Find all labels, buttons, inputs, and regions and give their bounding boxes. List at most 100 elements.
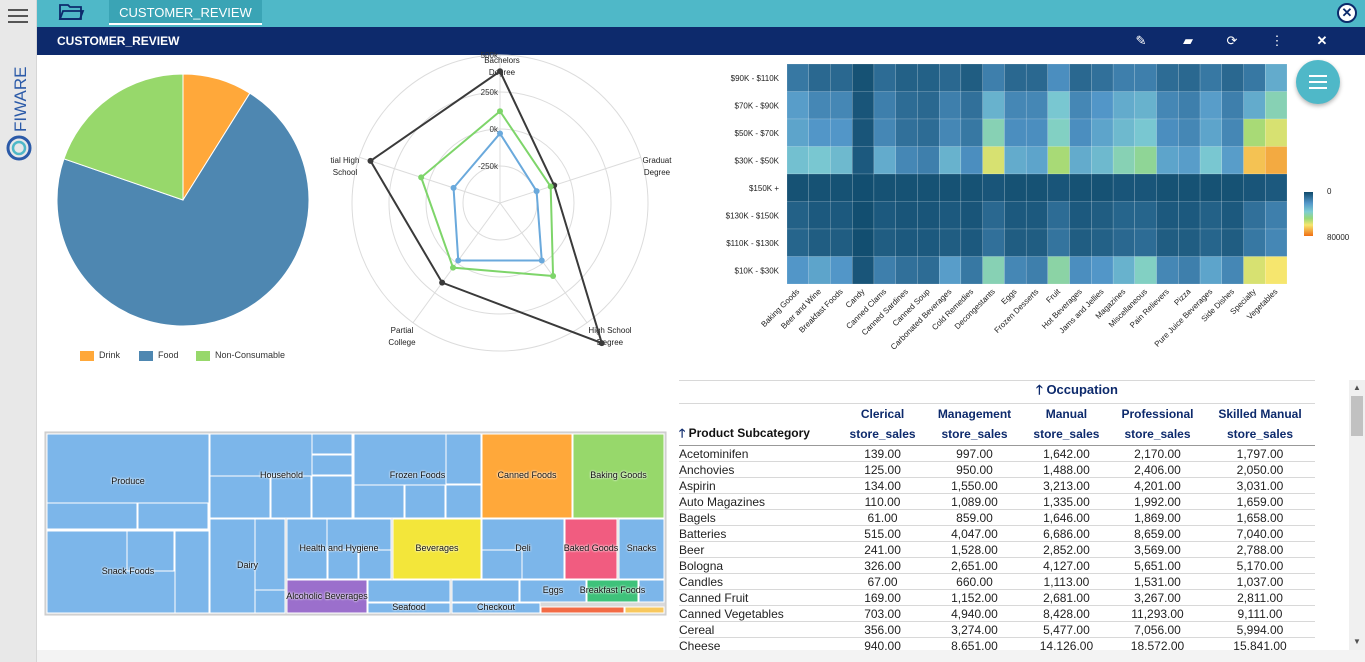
radar-point[interactable]	[450, 264, 457, 271]
heatmap-cell[interactable]	[808, 228, 831, 257]
heatmap-cell[interactable]	[852, 118, 875, 147]
heatmap-cell[interactable]	[808, 256, 831, 285]
heatmap-cell[interactable]	[1221, 63, 1244, 92]
heatmap-cell[interactable]	[786, 228, 809, 257]
heatmap-cell[interactable]	[786, 146, 809, 175]
radar-point[interactable]	[450, 184, 457, 191]
radar-point[interactable]	[497, 130, 503, 137]
heatmap-cell[interactable]	[1047, 63, 1070, 92]
radar-point[interactable]	[455, 257, 462, 264]
heatmap-cell[interactable]	[1069, 63, 1092, 92]
heatmap-cell[interactable]	[873, 256, 896, 285]
heatmap-cell[interactable]	[808, 118, 831, 147]
heatmap-cell[interactable]	[1178, 91, 1201, 120]
heatmap-cell[interactable]	[960, 63, 983, 92]
fab-menu-button[interactable]	[1296, 60, 1340, 104]
heatmap-cell[interactable]	[1199, 146, 1222, 175]
heatmap-cell[interactable]	[1199, 173, 1222, 202]
heatmap-cell[interactable]	[786, 173, 809, 202]
radar-point[interactable]	[547, 183, 554, 190]
heatmap-cell[interactable]	[1243, 201, 1266, 230]
heatmap-cell[interactable]	[1112, 173, 1135, 202]
heatmap-cell[interactable]	[1047, 228, 1070, 257]
heatmap-cell[interactable]	[960, 201, 983, 230]
heatmap-cell[interactable]	[939, 228, 962, 257]
legend-item-food[interactable]: Food	[139, 350, 179, 361]
heatmap-cell[interactable]	[1199, 228, 1222, 257]
heatmap-cell[interactable]	[830, 63, 853, 92]
scroll-thumb[interactable]	[1351, 396, 1363, 436]
heatmap-cell[interactable]	[1243, 63, 1266, 92]
heatmap-cell[interactable]	[1243, 173, 1266, 202]
table-row[interactable]: Cheese 940.00 8,651.00 14,126.00 18,572.00 15…	[679, 637, 1315, 650]
radar-point[interactable]	[497, 68, 503, 75]
heatmap-cell[interactable]	[1156, 256, 1179, 285]
heatmap-cell[interactable]	[1004, 63, 1027, 92]
heatmap-cell[interactable]	[1178, 173, 1201, 202]
heatmap-cell[interactable]	[786, 91, 809, 120]
refresh-icon[interactable]: ⟳	[1226, 33, 1238, 48]
pie-slice-non-consumable[interactable]	[63, 73, 184, 201]
heatmap-cell[interactable]	[1178, 63, 1201, 92]
heatmap-cell[interactable]	[1025, 91, 1049, 120]
table-row[interactable]: Canned Fruit 169.00 1,152.00 2,681.00 3,267.…	[679, 589, 1315, 606]
heatmap-cell[interactable]	[830, 118, 853, 147]
heatmap-cell[interactable]	[1156, 173, 1179, 202]
table-row[interactable]: Bagels 61.00 859.00 1,646.00 1,869.00 1,658.0…	[679, 509, 1315, 526]
heatmap-cell[interactable]	[873, 201, 896, 230]
table-row[interactable]: Cereal 356.00 3,274.00 5,477.00 7,056.00 5,99…	[679, 621, 1315, 638]
heatmap-cell[interactable]	[1025, 228, 1049, 257]
heatmap-cell[interactable]	[808, 201, 831, 230]
sort-up-icon[interactable]: 🡑	[1036, 382, 1043, 397]
heatmap-cell[interactable]	[939, 256, 962, 285]
heatmap-cell[interactable]	[895, 256, 918, 285]
heatmap-cell[interactable]	[1156, 146, 1179, 175]
radar-point[interactable]	[497, 108, 503, 115]
heatmap-cell[interactable]	[982, 91, 1005, 120]
heatmap-cell[interactable]	[895, 91, 918, 120]
heatmap-cell[interactable]	[852, 173, 875, 202]
heatmap-cell[interactable]	[895, 146, 918, 175]
heatmap-cell[interactable]	[1178, 201, 1201, 230]
heatmap-cell[interactable]	[982, 63, 1005, 92]
pivot-measure-header[interactable]: store_sales	[1109, 423, 1205, 446]
heatmap-cell[interactable]	[808, 63, 831, 92]
heatmap-cell[interactable]	[1069, 91, 1092, 120]
heatmap-cell[interactable]	[960, 173, 983, 202]
radar-point[interactable]	[418, 174, 425, 181]
table-row[interactable]: Acetominifen 139.00 997.00 1,642.00 2,170.00…	[679, 445, 1315, 462]
radar-point[interactable]	[550, 273, 557, 280]
heatmap-cell[interactable]	[917, 173, 940, 202]
heatmap-cell[interactable]	[1199, 118, 1222, 147]
pivot-column-header[interactable]: Clerical	[860, 406, 905, 421]
heatmap-cell[interactable]	[1221, 173, 1244, 202]
pivot-column-header[interactable]: Professional	[1121, 406, 1194, 421]
heatmap-cell[interactable]	[1047, 256, 1070, 285]
heatmap-cell[interactable]	[808, 91, 831, 120]
legend-item-drink[interactable]: Drink	[80, 350, 120, 361]
heatmap-cell[interactable]	[982, 146, 1005, 175]
heatmap-cell[interactable]	[1265, 201, 1288, 230]
heatmap-cell[interactable]	[1004, 256, 1027, 285]
radar-series-0[interactable]	[369, 69, 604, 345]
heatmap-cell[interactable]	[786, 201, 809, 230]
heatmap-cell[interactable]	[1156, 118, 1179, 147]
heatmap-cell[interactable]	[852, 228, 875, 257]
heatmap-cell[interactable]	[1178, 228, 1201, 257]
heatmap-cell[interactable]	[917, 63, 940, 92]
heatmap-cell[interactable]	[895, 201, 918, 230]
radar-point[interactable]	[551, 182, 558, 189]
heatmap-cell[interactable]	[1243, 118, 1266, 147]
heatmap-cell[interactable]	[982, 256, 1005, 285]
scroll-down-icon[interactable]: ▼	[1353, 637, 1361, 646]
heatmap-cell[interactable]	[960, 256, 983, 285]
treemap-cell-small[interactable]	[540, 606, 625, 614]
heatmap-cell[interactable]	[939, 146, 962, 175]
book-icon[interactable]: ▰	[1183, 33, 1193, 48]
heatmap-cell[interactable]	[1025, 256, 1049, 285]
pivot-measure-header[interactable]: store_sales	[1022, 423, 1110, 446]
column-dimension[interactable]: Occupation	[1046, 382, 1118, 397]
heatmap-cell[interactable]	[917, 256, 940, 285]
treemap-cell-small[interactable]	[624, 606, 665, 614]
heatmap-cell[interactable]	[808, 173, 831, 202]
